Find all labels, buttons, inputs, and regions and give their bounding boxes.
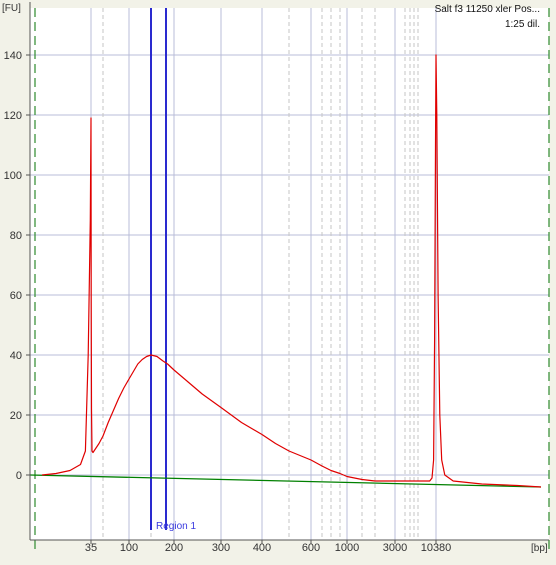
x-tick-label: 3000: [383, 542, 407, 554]
y-tick-label: 100: [4, 170, 22, 182]
x-tick-label: 600: [302, 542, 320, 554]
y-tick-label: 120: [4, 110, 22, 122]
y-tick-label: 60: [10, 290, 22, 302]
y-unit-label: [FU]: [2, 3, 21, 14]
region-label: Region 1: [156, 521, 196, 532]
x-tick-label: 10380: [421, 542, 452, 554]
y-tick-label: 80: [10, 230, 22, 242]
y-tick-label: 0: [16, 470, 22, 482]
sample-subtitle: 1:25 dil.: [505, 19, 540, 30]
x-unit-label: [bp]: [531, 543, 548, 554]
sample-title: Salt f3 11250 xler Pos...: [435, 4, 540, 15]
x-tick-label: 1000: [335, 542, 359, 554]
x-tick-label: 300: [212, 542, 230, 554]
y-tick-label: 40: [10, 350, 22, 362]
y-tick-label: 20: [10, 410, 22, 422]
signal-trace: [41, 54, 542, 488]
x-tick-label: 100: [120, 542, 138, 554]
x-tick-label: 400: [253, 542, 271, 554]
y-tick-label: 140: [4, 50, 22, 62]
baseline-line: [29, 474, 542, 488]
x-tick-label: 35: [85, 542, 97, 554]
x-tick-label: 200: [165, 542, 183, 554]
